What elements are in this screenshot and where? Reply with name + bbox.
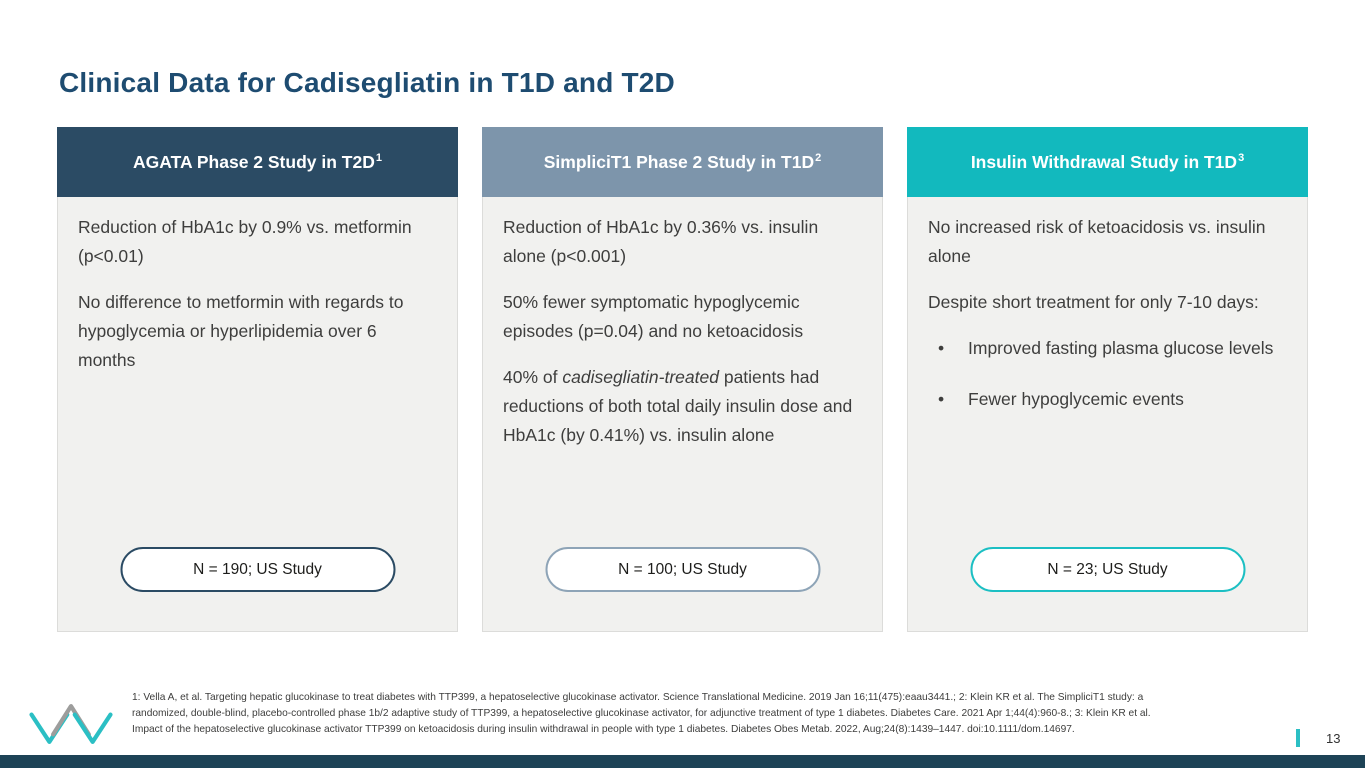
card-body: No increased risk of ketoacidosis vs. in… bbox=[907, 197, 1308, 632]
bullet-item: Fewer hypoglycemic events bbox=[928, 385, 1287, 414]
n-badge: N = 100; US Study bbox=[545, 547, 820, 592]
card-title: Insulin Withdrawal Study in T1D3 bbox=[970, 151, 1245, 172]
study-card-agata: AGATA Phase 2 Study in T2D1 Reduction of… bbox=[57, 127, 458, 632]
citation-line: 1: Vella A, et al. Targeting hepatic glu… bbox=[132, 692, 1144, 703]
card-paragraph: 40% of cadisegliatin-treated patients ha… bbox=[503, 367, 853, 445]
vtv-logo bbox=[29, 704, 113, 744]
page-title: Clinical Data for Cadisegliatin in T1D a… bbox=[59, 66, 675, 98]
card-title: SimpliciT1 Phase 2 Study in T1D2 bbox=[543, 151, 822, 172]
n-badge: N = 190; US Study bbox=[120, 547, 395, 592]
page-number: 13 bbox=[1326, 731, 1341, 746]
study-card-insulin-withdrawal: Insulin Withdrawal Study in T1D3 No incr… bbox=[907, 127, 1308, 632]
citation-line: randomized, double-blind, placebo-contro… bbox=[132, 707, 1151, 719]
study-cards-row: AGATA Phase 2 Study in T2D1 Reduction of… bbox=[57, 127, 1308, 632]
footnote-superscript: 3 bbox=[1238, 151, 1245, 164]
card-title: AGATA Phase 2 Study in T2D1 bbox=[133, 151, 382, 172]
card-paragraph: Reduction of HbA1c by 0.36% vs. insulin … bbox=[503, 217, 819, 266]
card-header: AGATA Phase 2 Study in T2D1 bbox=[57, 127, 458, 197]
page-number-accent-bar bbox=[1296, 729, 1300, 747]
card-header: SimpliciT1 Phase 2 Study in T1D2 bbox=[482, 127, 883, 197]
footnote-citations: 1: Vella A, et al. Targeting hepatic glu… bbox=[132, 690, 1262, 737]
bottom-bar bbox=[0, 755, 1365, 768]
card-paragraph: Despite short treatment for only 7-10 da… bbox=[928, 292, 1259, 312]
drug-name-italic: cadisegliatin-treated bbox=[562, 367, 719, 387]
bullet-item: Improved fasting plasma glucose levels bbox=[928, 334, 1287, 363]
card-paragraph: Reduction of HbA1c by 0.9% vs. metformin… bbox=[78, 217, 412, 266]
card-paragraph: No difference to metformin with regards … bbox=[78, 292, 404, 370]
card-body: Reduction of HbA1c by 0.9% vs. metformin… bbox=[57, 197, 458, 632]
footnote-superscript: 1 bbox=[375, 151, 382, 164]
n-badge: N = 23; US Study bbox=[970, 547, 1245, 592]
card-header: Insulin Withdrawal Study in T1D3 bbox=[907, 127, 1308, 197]
study-card-simplicit1: SimpliciT1 Phase 2 Study in T1D2 Reducti… bbox=[482, 127, 883, 632]
citation-line: Impact of the hepatoselective glucokinas… bbox=[132, 723, 1075, 735]
bullet-list: Improved fasting plasma glucose levels F… bbox=[928, 334, 1287, 414]
footnote-superscript: 2 bbox=[815, 151, 822, 164]
card-paragraph: 50% fewer symptomatic hypoglycemic episo… bbox=[503, 292, 804, 341]
card-body: Reduction of HbA1c by 0.36% vs. insulin … bbox=[482, 197, 883, 632]
card-paragraph: No increased risk of ketoacidosis vs. in… bbox=[928, 217, 1266, 266]
